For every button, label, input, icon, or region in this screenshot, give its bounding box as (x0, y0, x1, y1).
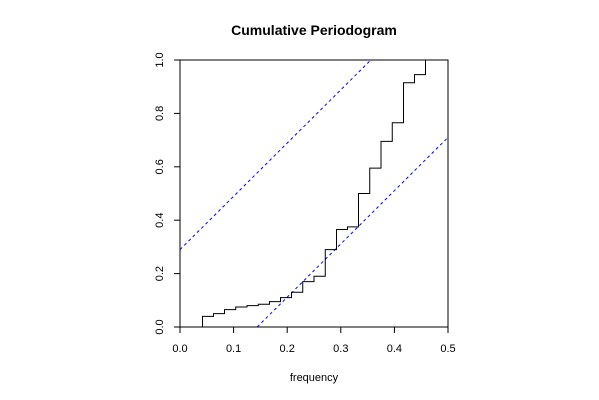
y-tick-label: 0.2 (154, 266, 166, 281)
y-axis: 0.0 0.2 0.4 0.6 0.8 1.0 (154, 52, 180, 335)
x-tick-label: 0.1 (226, 343, 241, 355)
y-tick-label: 0.0 (154, 319, 166, 334)
plot-area (179, 59, 449, 328)
x-tick-label: 0.3 (333, 343, 348, 355)
chart-title: Cumulative Periodogram (231, 22, 397, 38)
x-tick-label: 0.0 (172, 343, 187, 355)
x-tick-label: 0.2 (280, 343, 295, 355)
y-tick-label: 0.4 (154, 213, 166, 228)
y-tick-label: 1.0 (154, 52, 166, 67)
x-tick-label: 0.5 (440, 343, 455, 355)
plot-frame (179, 59, 449, 328)
x-axis: 0.0 0.1 0.2 0.3 0.4 0.5 (172, 327, 456, 355)
y-tick-label: 0.6 (154, 159, 166, 174)
x-tick-label: 0.4 (387, 343, 402, 355)
lower-bound-line (256, 137, 449, 328)
x-axis-label: frequency (290, 372, 339, 384)
upper-bound-line (179, 59, 372, 250)
periodogram-step-line (180, 59, 437, 328)
y-tick-label: 0.8 (154, 106, 166, 121)
